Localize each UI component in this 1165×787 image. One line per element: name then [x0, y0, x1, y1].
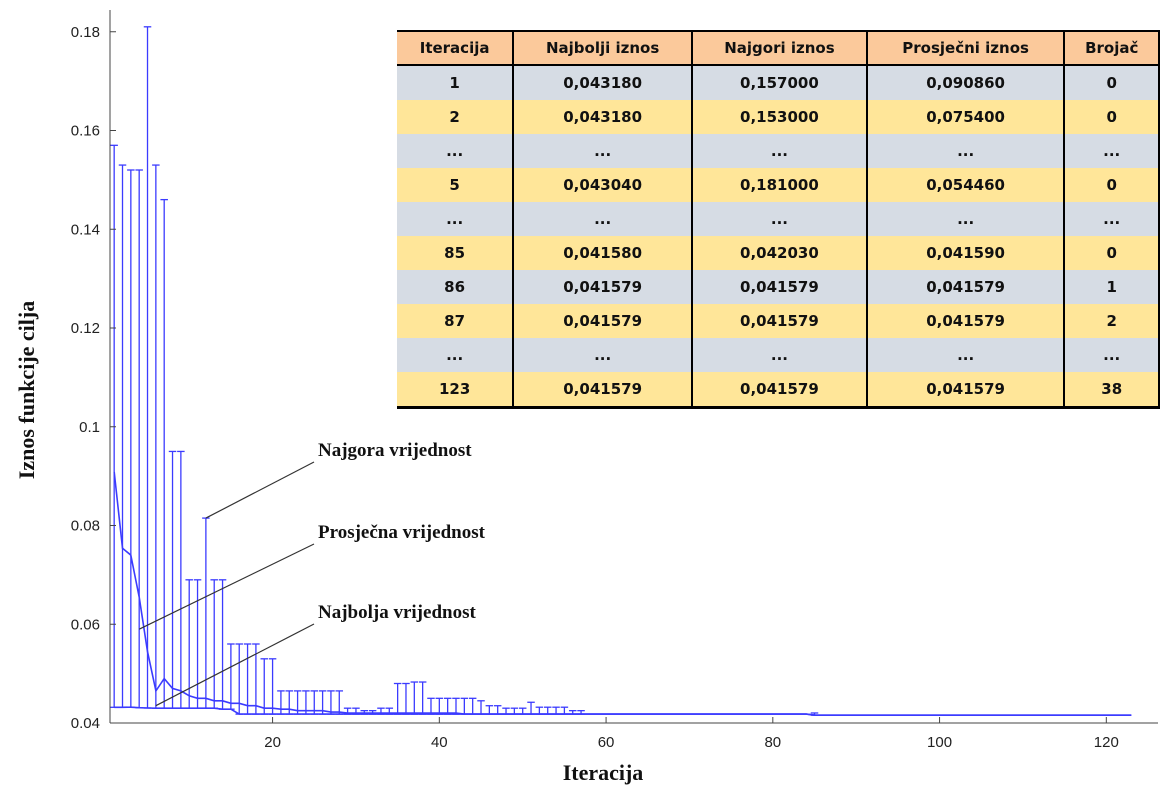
annotation-leader: [205, 461, 315, 519]
table-cell: 0: [1064, 236, 1160, 270]
table-cell: 0,041579: [866, 372, 1066, 408]
table-cell: 1: [1064, 270, 1160, 304]
table-row: 86 0,041579 0,041579 0,041579 1: [397, 270, 1160, 304]
table-cell: ...: [397, 202, 515, 236]
annotation-label: Najbolja vrijednost: [318, 602, 476, 623]
x-tick-label: 20: [264, 734, 281, 751]
table-cell: 0: [1064, 168, 1160, 202]
table-cell: 87: [397, 304, 515, 338]
table-header-cell: Prosječni iznos: [866, 31, 1066, 66]
table-header-row: Iteracija Najbolji iznos Najgori iznos Pros…: [397, 31, 1160, 66]
y-tick-label: 0.12: [71, 320, 100, 337]
y-tick-label: 0.04: [71, 715, 100, 732]
table-cell: 0,041590: [866, 236, 1066, 270]
table-row: 5 0,043040 0,181000 0,054460 0: [397, 168, 1160, 202]
y-tick-label: 0.06: [71, 616, 100, 633]
table-cell: 0,054460: [866, 168, 1066, 202]
table-cell: ...: [513, 338, 694, 372]
table-cell: 0,041579: [866, 304, 1066, 338]
table-row: 1 0,043180 0,157000 0,090860 0: [397, 65, 1160, 100]
table-cell: ...: [866, 202, 1066, 236]
table-cell: 0,042030: [692, 236, 868, 270]
x-tick-label: 120: [1094, 734, 1119, 751]
table-cell: ...: [397, 338, 515, 372]
annotation-label: Prosječna vrijednost: [318, 522, 486, 543]
annotations: Najgora vrijednost Prosječna vrijednost Na…: [138, 440, 486, 707]
table-cell: 0,041579: [692, 270, 868, 304]
table-cell: 0,041579: [513, 372, 694, 408]
table-cell: ...: [513, 202, 694, 236]
table-cell: 0,041579: [513, 304, 694, 338]
best-line: [114, 706, 1132, 717]
table-row: 2 0,043180 0,153000 0,075400 0: [397, 100, 1160, 134]
table-cell: 0,041579: [692, 304, 868, 338]
y-tick-label: 0.16: [71, 123, 100, 140]
table-header-cell: Najbolji iznos: [513, 31, 694, 66]
table-cell: ...: [692, 134, 868, 168]
x-tick-label: 100: [927, 734, 952, 751]
annotation-leader: [138, 543, 315, 630]
y-axis-title: Iznos funkcije cilja: [14, 301, 39, 479]
annotation-leader: [155, 623, 315, 707]
table-cell: 0,181000: [692, 168, 868, 202]
table-cell: 0,075400: [866, 100, 1066, 134]
table-cell: 0,041579: [692, 372, 868, 408]
table-cell: 0,043180: [513, 65, 694, 100]
series-lines: [113, 471, 1132, 717]
table-cell: 0,157000: [692, 65, 868, 100]
table-cell: 2: [1064, 304, 1160, 338]
table-cell: 5: [397, 168, 515, 202]
table-cell: 0: [1064, 65, 1160, 100]
y-tick-label: 0.08: [71, 518, 100, 535]
table-row: ...............: [397, 134, 1160, 168]
x-tick-label: 60: [598, 734, 615, 751]
table-cell: ...: [1064, 202, 1160, 236]
table-cell: 0,043040: [513, 168, 694, 202]
table-body: 1 0,043180 0,157000 0,090860 0 2 0,043180 0,153…: [397, 65, 1160, 408]
table-cell: 0,043180: [513, 100, 694, 134]
table-cell: 86: [397, 270, 515, 304]
table-cell: 123: [397, 372, 515, 408]
table-cell: ...: [1064, 338, 1160, 372]
results-table: Iteracija Najbolji iznos Najgori iznos Pros…: [397, 30, 1160, 409]
table-cell: ...: [397, 134, 515, 168]
x-axis-title: Iteracija: [563, 760, 644, 785]
table-cell: 0,041579: [866, 270, 1066, 304]
table-cell: ...: [1064, 134, 1160, 168]
table-header-cell: Brojač: [1064, 31, 1160, 66]
table-cell: 0,090860: [866, 65, 1066, 100]
table-cell: 0,041580: [513, 236, 694, 270]
y-tick-label: 0.1: [79, 419, 100, 436]
x-tick-label: 40: [431, 734, 448, 751]
table-row: ...............: [397, 202, 1160, 236]
table-cell: ...: [866, 134, 1066, 168]
table-cell: 0: [1064, 100, 1160, 134]
table-row: ...............: [397, 338, 1160, 372]
table-cell: ...: [692, 202, 868, 236]
average-line: [113, 471, 1132, 717]
y-tick-label: 0.18: [71, 24, 100, 41]
table-header-cell: Najgori iznos: [692, 31, 868, 66]
table-header-cell: Iteracija: [397, 31, 515, 66]
table-cell: ...: [866, 338, 1066, 372]
table-row: 123 0,041579 0,041579 0,041579 38: [397, 372, 1160, 408]
table-cell: 2: [397, 100, 515, 134]
table-row: 85 0,041580 0,042030 0,041590 0: [397, 236, 1160, 270]
table-row: 87 0,041579 0,041579 0,041579 2: [397, 304, 1160, 338]
table-cell: 38: [1064, 372, 1160, 408]
table-cell: ...: [692, 338, 868, 372]
table-cell: 0,153000: [692, 100, 868, 134]
x-tick-label: 80: [764, 734, 781, 751]
annotation-label: Najgora vrijednost: [318, 440, 472, 461]
y-tick-label: 0.14: [71, 221, 100, 238]
table-cell: 85: [397, 236, 515, 270]
table-cell: ...: [513, 134, 694, 168]
table-cell: 1: [397, 65, 515, 100]
table-cell: 0,041579: [513, 270, 694, 304]
